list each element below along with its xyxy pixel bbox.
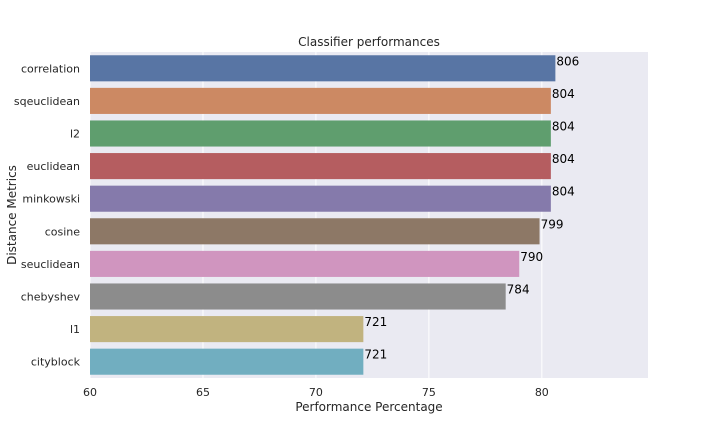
bars [90, 55, 556, 375]
bar [90, 153, 551, 180]
x-tick-label: 65 [196, 386, 210, 399]
bar [90, 316, 364, 343]
y-tick-label: correlation [21, 62, 80, 75]
x-tick-label: 70 [309, 386, 323, 399]
bar [90, 283, 506, 310]
data-label: 804 [552, 87, 575, 101]
data-labels: 806 804 804 804 804 799 790 784 721 721 [364, 54, 579, 361]
y-tick-label: sqeuclidean [14, 95, 80, 108]
bar [90, 250, 520, 277]
x-tick-label: 60 [83, 386, 97, 399]
data-label: 784 [507, 282, 530, 296]
data-label: 799 [541, 217, 564, 231]
data-label: 790 [520, 250, 543, 264]
data-label: 806 [556, 54, 579, 68]
y-tick-label: cosine [45, 225, 81, 238]
chart-title: Classifier performances [298, 35, 440, 49]
y-tick-label: l2 [70, 128, 80, 141]
y-tick-label: minkowski [22, 193, 80, 206]
x-axis-title: Performance Percentage [295, 400, 442, 414]
y-tick-label: seuclidean [21, 258, 80, 271]
bar [90, 87, 551, 114]
bar [90, 120, 551, 147]
data-label: 804 [552, 185, 575, 199]
data-label: 804 [552, 152, 575, 166]
bar [90, 348, 364, 375]
data-label: 721 [364, 348, 387, 362]
bar [90, 55, 556, 82]
data-label: 721 [364, 315, 387, 329]
bar [90, 218, 540, 245]
x-tick-label: 75 [422, 386, 436, 399]
data-label: 804 [552, 119, 575, 133]
x-tick-labels: 60 65 70 75 80 [83, 386, 549, 399]
y-tick-label: l1 [70, 323, 80, 336]
bar [90, 185, 551, 212]
x-tick-label: 80 [535, 386, 549, 399]
y-tick-label: chebyshev [21, 291, 81, 304]
y-tick-label: euclidean [27, 160, 80, 173]
y-tick-labels: correlation sqeuclidean l2 euclidean minkows… [14, 62, 81, 368]
y-axis-title: Distance Metrics [5, 165, 19, 265]
y-tick-label: cityblock [31, 356, 81, 369]
